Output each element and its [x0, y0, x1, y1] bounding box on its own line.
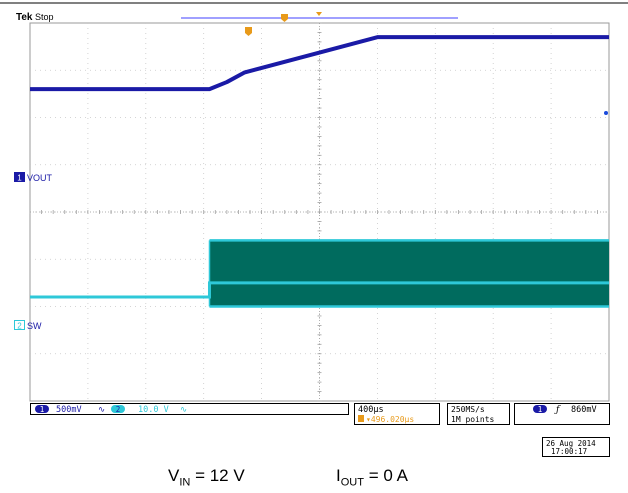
waveform-area: [30, 35, 610, 308]
ch2-scale: 10.0 V: [138, 405, 169, 415]
timebase-readout-box[interactable]: 400µs ▾496.020µs: [354, 403, 440, 425]
timestamp-box: 26 Aug 2014 17:00:17: [542, 437, 610, 457]
vin-caption: VIN = 12 V: [168, 466, 245, 489]
sw-switching-band: [209, 240, 610, 307]
trigger-readout-box[interactable]: 1 ƒ 860mV: [514, 403, 610, 425]
svg-text:1: 1: [17, 174, 22, 183]
center-marker-icon: [316, 12, 322, 16]
ch1-badge: 1: [40, 405, 45, 414]
channel-readout-box[interactable]: 1 500mV ∿ 2 10.0 V ∿: [30, 403, 349, 416]
trigger-position-icon: [281, 14, 288, 22]
acquisition-state: Stop: [35, 12, 54, 22]
ch1-trace-label: VOUT: [27, 173, 53, 183]
timestamp-time: 17:00:17: [551, 447, 587, 456]
iout-caption: IOUT = 0 A: [336, 466, 408, 489]
record-length: 1M points: [451, 415, 495, 424]
trigger-level-icon: [604, 111, 608, 115]
trigger-slope-icon: ƒ: [554, 405, 561, 415]
timebase-scale: 400µs: [358, 405, 384, 415]
timestamp-date: 26 Aug 2014: [546, 439, 596, 448]
svg-text:2: 2: [17, 322, 22, 331]
sample-rate: 250MS/s: [451, 405, 485, 414]
brand-label: Tek: [16, 12, 33, 23]
sw-trace: [30, 281, 609, 299]
trigger-source-badge: 1: [538, 405, 543, 414]
trigger-time-marker-icon: [245, 27, 252, 36]
acquisition-readout-box[interactable]: 250MS/s 1M points: [447, 403, 510, 425]
ch1-scale: 500mV: [56, 405, 82, 415]
vout-trace: [30, 35, 609, 92]
ch2-trace-label: SW: [27, 321, 42, 331]
trigger-level: 860mV: [571, 405, 597, 415]
ch1-coupling-icon: ∿: [98, 405, 105, 415]
ch2-badge: 2: [116, 405, 121, 414]
horizontal-position: ▾496.020µs: [366, 415, 414, 424]
ch1-ground-marker: 1: [14, 172, 25, 183]
graticule: [29, 22, 610, 402]
ch2-coupling-icon: ∿: [180, 405, 187, 415]
ch2-ground-marker: 2: [14, 320, 25, 331]
